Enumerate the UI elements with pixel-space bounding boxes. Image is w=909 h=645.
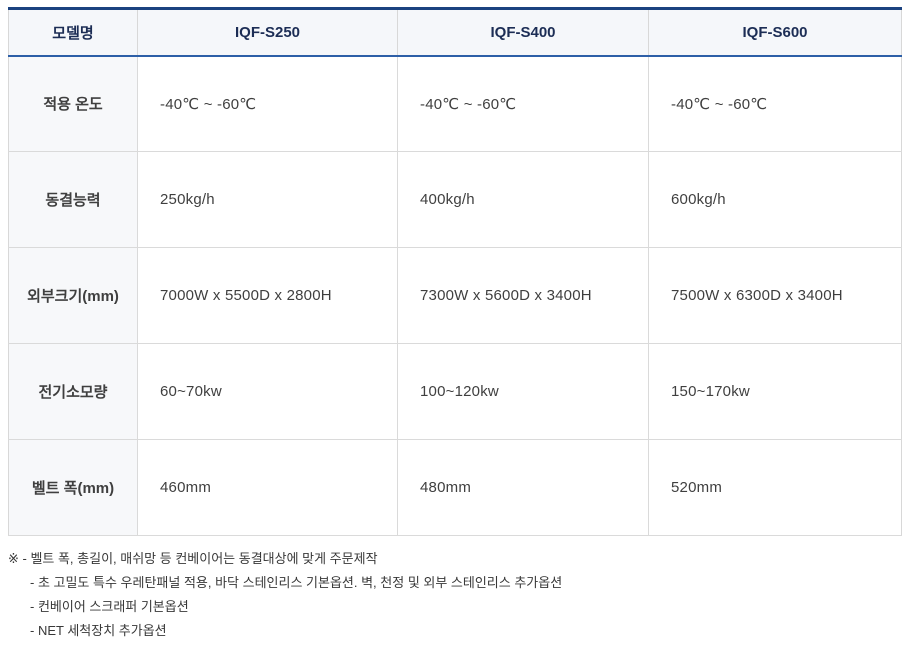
header-model-iqf-s600: IQF-S600 xyxy=(648,8,902,57)
footnote-line-2: - 초 고밀도 특수 우레탄패널 적용, 바닥 스테인리스 기본옵션. 벽, 천… xyxy=(30,575,563,590)
row-label-external-size: 외부크기(mm) xyxy=(8,247,138,344)
row-label-belt-width: 벨트 폭(mm) xyxy=(8,439,138,536)
cell-belt-s250: 460mm xyxy=(137,439,398,536)
cell-size-s400: 7300W x 5600D x 3400H xyxy=(397,247,649,344)
table-row-belt-width: 벨트 폭(mm) 460mm 480mm 520mm xyxy=(8,439,902,536)
cell-power-s250: 60~70kw xyxy=(137,343,398,440)
header-model-iqf-s400: IQF-S400 xyxy=(397,8,649,57)
row-label-temperature: 적용 온도 xyxy=(8,55,138,152)
row-label-freezing-capacity: 동결능력 xyxy=(8,151,138,248)
cell-capacity-s250: 250kg/h xyxy=(137,151,398,248)
cell-belt-s600: 520mm xyxy=(648,439,902,536)
cell-power-s600: 150~170kw xyxy=(648,343,902,440)
cell-temperature-s400: -40℃ ~ -60℃ xyxy=(397,55,649,152)
footnote-line-1: ※ - 벨트 폭, 총길이, 매쉬망 등 컨베이어는 동결대상에 맞게 주문제작 xyxy=(8,551,378,566)
row-label-power-consumption: 전기소모량 xyxy=(8,343,138,440)
table-row-freezing-capacity: 동결능력 250kg/h 400kg/h 600kg/h xyxy=(8,151,902,248)
footnotes: ※ - 벨트 폭, 총길이, 매쉬망 등 컨베이어는 동결대상에 맞게 주문제작… xyxy=(8,547,901,643)
cell-belt-s400: 480mm xyxy=(397,439,649,536)
cell-capacity-s400: 400kg/h xyxy=(397,151,649,248)
header-model-iqf-s250: IQF-S250 xyxy=(137,8,398,57)
footnote-line-3: - 컨베이어 스크래퍼 기본옵션 xyxy=(30,599,189,614)
table-row-temperature: 적용 온도 -40℃ ~ -60℃ -40℃ ~ -60℃ -40℃ ~ -60… xyxy=(8,55,902,152)
table-row-external-size: 외부크기(mm) 7000W x 5500D x 2800H 7300W x 5… xyxy=(8,247,902,344)
table-row-power-consumption: 전기소모량 60~70kw 100~120kw 150~170kw xyxy=(8,343,902,440)
cell-temperature-s250: -40℃ ~ -60℃ xyxy=(137,55,398,152)
spec-table: 모델명 IQF-S250 IQF-S400 IQF-S600 적용 온도 -40… xyxy=(8,7,902,536)
cell-capacity-s600: 600kg/h xyxy=(648,151,902,248)
cell-temperature-s600: -40℃ ~ -60℃ xyxy=(648,55,902,152)
footnote-line-4: - NET 세척장치 추가옵션 xyxy=(30,623,167,638)
cell-power-s400: 100~120kw xyxy=(397,343,649,440)
cell-size-s250: 7000W x 5500D x 2800H xyxy=(137,247,398,344)
table-header-row: 모델명 IQF-S250 IQF-S400 IQF-S600 xyxy=(8,8,902,57)
header-model-label: 모델명 xyxy=(8,8,138,57)
cell-size-s600: 7500W x 6300D x 3400H xyxy=(648,247,902,344)
